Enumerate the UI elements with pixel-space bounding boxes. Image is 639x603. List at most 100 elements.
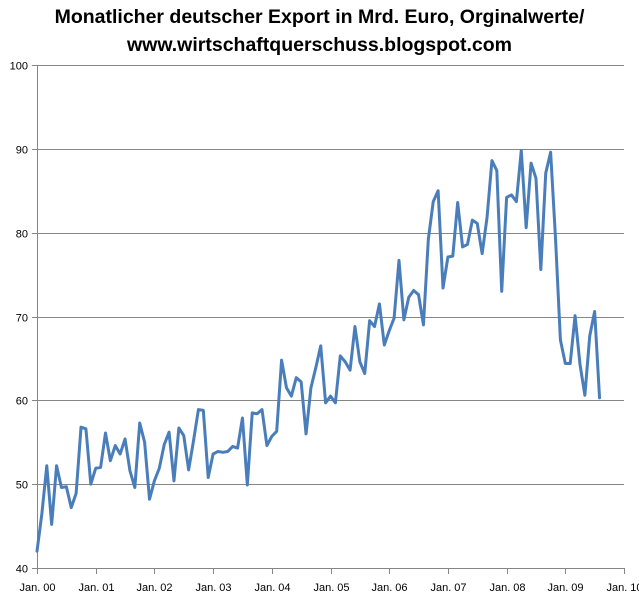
data-point: [471, 219, 474, 221]
data-point: [378, 303, 381, 305]
y-tick-label: 50: [16, 480, 28, 492]
data-point: [182, 434, 185, 437]
data-point: [349, 369, 351, 371]
data-point: [75, 492, 77, 495]
data-point: [334, 402, 337, 404]
data-point: [207, 476, 210, 479]
data-point: [500, 290, 503, 293]
data-point: [403, 319, 405, 321]
data-point: [530, 162, 532, 164]
data-point: [388, 329, 391, 332]
data-point: [412, 289, 415, 292]
x-tick-label: Jan. 01: [78, 582, 114, 594]
data-point: [574, 314, 576, 317]
data-point: [525, 226, 527, 229]
data-point: [315, 366, 317, 369]
data-point: [153, 480, 156, 482]
data-point: [535, 177, 537, 179]
data-point: [427, 238, 430, 241]
data-point: [271, 435, 273, 438]
y-tick-label: 60: [16, 396, 28, 408]
data-point: [510, 194, 513, 196]
data-point: [496, 169, 498, 172]
x-tick-label: Jan. 02: [136, 582, 172, 594]
data-point: [90, 483, 92, 485]
data-point: [588, 334, 591, 337]
series-layer: [35, 149, 602, 553]
data-point: [236, 447, 239, 449]
data-point: [329, 395, 332, 397]
data-point: [280, 359, 283, 361]
data-point: [173, 480, 175, 482]
data-point: [461, 246, 464, 248]
data-point: [70, 506, 73, 509]
data-point: [319, 345, 322, 347]
data-point: [417, 293, 420, 296]
data-point: [310, 386, 312, 389]
data-point: [593, 310, 596, 313]
data-point: [65, 485, 68, 488]
data-point: [41, 512, 43, 515]
data-point: [261, 408, 263, 411]
y-tick-label: 90: [16, 145, 28, 157]
data-point: [486, 216, 488, 219]
data-point: [246, 484, 249, 486]
data-point: [598, 397, 601, 399]
y-tick-label: 100: [10, 61, 28, 73]
data-point: [80, 426, 82, 428]
x-tick-label: Jan. 08: [489, 582, 525, 594]
data-point: [383, 344, 386, 346]
data-point: [339, 355, 342, 357]
data-point: [515, 200, 518, 203]
data-point: [584, 394, 586, 397]
x-tick-label: Jan. 03: [195, 582, 231, 594]
data-point: [124, 438, 126, 440]
data-point: [305, 433, 307, 435]
data-point: [344, 360, 346, 363]
data-point: [422, 324, 425, 326]
x-tick-label: Jan. 05: [313, 582, 349, 594]
data-point: [85, 428, 87, 430]
data-point: [266, 444, 268, 447]
data-point: [300, 381, 302, 383]
data-point: [192, 439, 195, 442]
data-point: [222, 451, 224, 454]
x-tick-label: Jan. 07: [430, 582, 466, 594]
data-point: [549, 151, 552, 153]
data-point: [60, 486, 63, 489]
data-point: [187, 469, 190, 471]
data-point: [202, 409, 205, 412]
chart-title-line-1: Monatlicher deutscher Export in Mrd. Eur…: [54, 6, 585, 28]
data-point: [241, 417, 244, 419]
chart-title-line-2: www.wirtschaftquerschuss.blogspot.com: [126, 34, 512, 56]
data-point: [45, 464, 48, 467]
y-tick-label: 70: [16, 313, 28, 325]
data-point: [505, 196, 508, 199]
data-point: [55, 464, 58, 467]
data-point: [476, 222, 479, 225]
data-point: [212, 453, 214, 455]
data-point: [569, 362, 571, 365]
data-point: [393, 317, 395, 319]
data-point: [114, 444, 117, 447]
data-point: [398, 259, 400, 262]
data-point: [466, 243, 469, 246]
data-point: [119, 453, 121, 455]
data-point: [540, 268, 542, 271]
data-point: [158, 467, 161, 470]
data-point: [491, 159, 493, 162]
data-point: [456, 201, 459, 204]
data-point: [363, 372, 366, 375]
x-tick-label: Jan. 04: [254, 582, 290, 594]
gridlines: [37, 65, 624, 485]
data-point: [104, 432, 107, 434]
data-point: [295, 376, 298, 379]
data-point: [359, 360, 361, 363]
data-point: [324, 402, 327, 404]
data-point: [109, 459, 112, 462]
data-point: [148, 498, 151, 501]
data-point: [129, 469, 131, 472]
data-point: [442, 287, 444, 289]
data-point: [579, 363, 581, 366]
